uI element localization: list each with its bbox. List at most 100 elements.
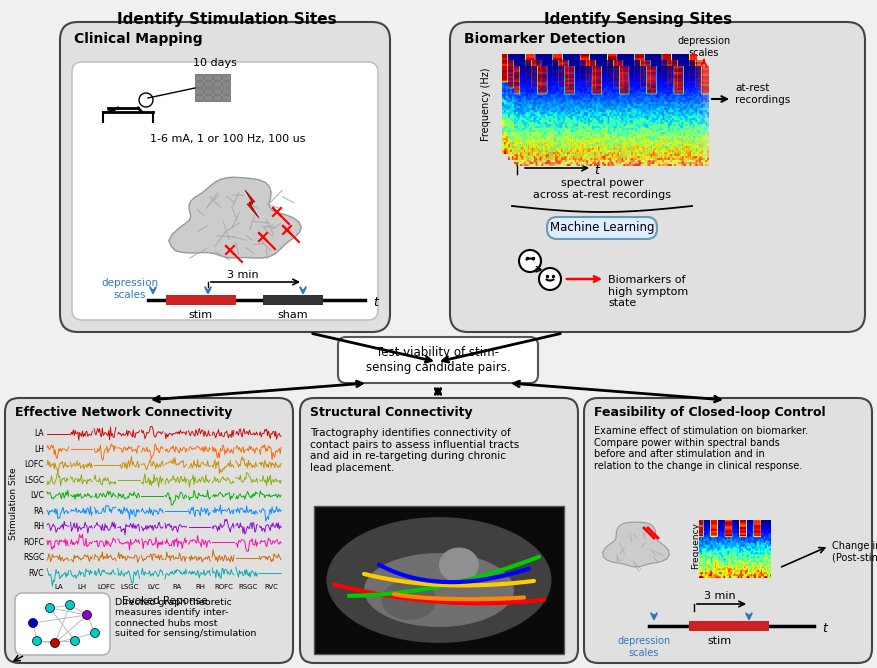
Text: t: t (594, 164, 599, 176)
Text: LVC: LVC (30, 491, 44, 500)
Text: spectral power
across at-rest recordings: spectral power across at-rest recordings (533, 178, 671, 200)
Circle shape (32, 637, 41, 645)
Text: Biomarker Detection: Biomarker Detection (464, 32, 626, 46)
Bar (213, 88, 221, 94)
Bar (222, 81, 230, 87)
Text: RA: RA (33, 507, 44, 516)
Text: depression
scales: depression scales (102, 278, 159, 300)
Polygon shape (168, 177, 302, 258)
Text: Test viability of stim-
sensing candidate pairs.: Test viability of stim- sensing candidat… (366, 346, 510, 374)
Text: Machine Learning: Machine Learning (550, 222, 654, 234)
Bar (263, 295, 323, 305)
Text: 20 min: 20 min (525, 150, 561, 160)
Text: depression
scales: depression scales (677, 36, 731, 57)
Text: RVC: RVC (264, 584, 278, 590)
Circle shape (139, 93, 153, 107)
Circle shape (28, 619, 38, 627)
Text: Biomarkers of
high symptom
state: Biomarkers of high symptom state (608, 275, 688, 308)
Text: Structural Connectivity: Structural Connectivity (310, 406, 473, 419)
Text: Examine effect of stimulation on biomarker.
Compare power within spectral bands
: Examine effect of stimulation on biomark… (594, 426, 808, 471)
Circle shape (70, 637, 80, 645)
Bar (195, 88, 203, 94)
Text: LA: LA (54, 584, 63, 590)
Text: LVC: LVC (146, 584, 160, 590)
Text: 1-6 mA, 1 or 100 Hz, 100 us: 1-6 mA, 1 or 100 Hz, 100 us (150, 134, 305, 144)
Circle shape (66, 601, 75, 609)
Bar (195, 74, 203, 80)
Text: Frequency (Hz): Frequency (Hz) (481, 67, 491, 141)
Text: at-rest
recordings: at-rest recordings (735, 84, 790, 105)
Bar (204, 81, 212, 87)
Circle shape (82, 611, 91, 619)
Text: ROFC: ROFC (23, 538, 44, 546)
Circle shape (539, 268, 561, 290)
Text: RA: RA (172, 584, 182, 590)
Text: RSGC: RSGC (238, 584, 257, 590)
Text: Identify Sensing Sites: Identify Sensing Sites (544, 12, 732, 27)
Text: LH: LH (34, 445, 44, 454)
Text: RH: RH (196, 584, 205, 590)
Text: LOFC: LOFC (97, 584, 115, 590)
FancyBboxPatch shape (584, 398, 872, 663)
Circle shape (51, 639, 60, 647)
FancyBboxPatch shape (300, 398, 578, 663)
Text: t: t (373, 297, 378, 309)
Ellipse shape (439, 548, 479, 582)
Text: Identify Stimulation Sites: Identify Stimulation Sites (118, 12, 337, 27)
Text: Evoked Reponse: Evoked Reponse (122, 596, 208, 606)
Bar (213, 74, 221, 80)
FancyBboxPatch shape (450, 22, 865, 332)
Bar (222, 95, 230, 101)
Text: t: t (822, 623, 827, 635)
Bar (195, 81, 203, 87)
Text: Directed graph theoretic
measures identify inter-
connected hubs most
suited for: Directed graph theoretic measures identi… (115, 598, 256, 638)
Circle shape (46, 603, 54, 613)
Text: LA: LA (34, 430, 44, 438)
Circle shape (90, 629, 99, 637)
Polygon shape (602, 522, 669, 567)
Text: LOFC: LOFC (25, 460, 44, 469)
Text: depression
scales: depression scales (617, 636, 671, 657)
Text: Change in activity:
(Post-stim - pre-stim): Change in activity: (Post-stim - pre-sti… (832, 541, 877, 562)
Bar (166, 295, 236, 305)
FancyBboxPatch shape (547, 217, 657, 239)
Text: ROFC: ROFC (215, 584, 233, 590)
FancyBboxPatch shape (60, 22, 390, 332)
Text: stim: stim (188, 310, 212, 320)
PathPatch shape (245, 190, 259, 218)
Bar (195, 95, 203, 101)
Text: 3 min: 3 min (704, 591, 736, 601)
Text: Tractography identifies connectivity of
contact pairs to assess influential trac: Tractography identifies connectivity of … (310, 428, 519, 473)
Text: Clinical Mapping: Clinical Mapping (74, 32, 203, 46)
Bar (204, 74, 212, 80)
Bar (689, 621, 769, 631)
Text: 10 days: 10 days (193, 58, 237, 68)
Text: RH: RH (32, 522, 44, 531)
Text: LH: LH (78, 584, 87, 590)
Text: RVC: RVC (28, 568, 44, 578)
Text: Effective Network Connectivity: Effective Network Connectivity (15, 406, 232, 419)
Ellipse shape (364, 553, 514, 627)
FancyBboxPatch shape (5, 398, 293, 663)
Bar (222, 74, 230, 80)
FancyBboxPatch shape (338, 337, 538, 383)
Ellipse shape (381, 580, 437, 620)
Text: Frequency: Frequency (691, 522, 701, 569)
Bar (213, 81, 221, 87)
Text: Feasibility of Closed-loop Control: Feasibility of Closed-loop Control (594, 406, 825, 419)
Bar (204, 95, 212, 101)
FancyBboxPatch shape (72, 62, 378, 320)
Text: Stimulation Site: Stimulation Site (10, 467, 18, 540)
Text: RSGC: RSGC (23, 553, 44, 562)
Circle shape (519, 250, 541, 272)
Bar (204, 88, 212, 94)
Bar (314, 506, 564, 654)
Bar (222, 88, 230, 94)
Text: LSGC: LSGC (120, 584, 139, 590)
Ellipse shape (326, 517, 552, 643)
FancyBboxPatch shape (15, 593, 110, 655)
Text: stim: stim (707, 636, 731, 646)
Bar (213, 95, 221, 101)
Text: 3 min: 3 min (227, 270, 259, 280)
Text: sham: sham (278, 310, 309, 320)
